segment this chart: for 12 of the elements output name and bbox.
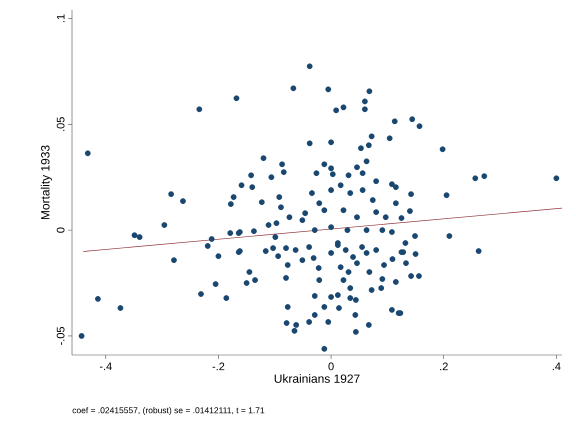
y-tick-label: .05 xyxy=(56,117,64,131)
x-tick-label: .4 xyxy=(552,362,561,370)
y-axis-title: Mortality 1933 xyxy=(40,146,52,220)
x-axis-title: Ukrainians 1927 xyxy=(274,374,360,383)
x-tick-label: -.4 xyxy=(100,362,112,370)
x-tick-label: 0 xyxy=(328,362,334,370)
x-tick-label: .2 xyxy=(440,362,448,370)
text: coef = .02415557, (robust) se = .01412111, t = 1.71 xyxy=(72,407,264,415)
y-tick-label: 0 xyxy=(56,228,64,233)
y-tick-label: .1 xyxy=(56,14,64,22)
y-tick-label: -.05 xyxy=(56,326,64,345)
x-tick-label: -.2 xyxy=(212,362,224,370)
